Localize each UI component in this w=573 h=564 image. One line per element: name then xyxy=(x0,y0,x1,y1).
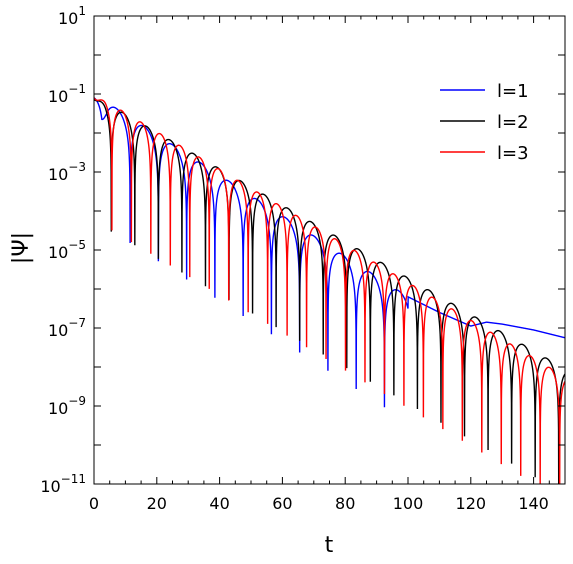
series-line-l3 xyxy=(94,97,565,484)
y-tick-label: 10−1 xyxy=(48,82,86,106)
x-tick-label: 100 xyxy=(393,494,424,513)
chart-axes: 0 20 40 60 80 100 120 140 101 10−1 10−3 10−5 10−7 10−… xyxy=(40,4,566,513)
plot-frame xyxy=(93,15,566,485)
x-tick-label: 120 xyxy=(456,494,487,513)
x-tick-label: 40 xyxy=(209,494,229,513)
x-tick-label: 20 xyxy=(147,494,167,513)
x-axis-label: t xyxy=(325,533,334,558)
y-tick-label: 10−3 xyxy=(48,160,86,184)
series-line-l2 xyxy=(94,99,565,484)
y-tick-label: 10−5 xyxy=(48,238,86,262)
x-tick-label: 60 xyxy=(272,494,292,513)
y-tick-label: 10−7 xyxy=(48,316,86,340)
legend: l=1 l=2 l=3 xyxy=(440,81,529,164)
series-line-l1 xyxy=(94,97,565,408)
legend-label-l1: l=1 xyxy=(497,81,529,102)
y-tick-label: 10−11 xyxy=(40,472,86,496)
chart-curves xyxy=(94,97,565,484)
legend-label-l2: l=2 xyxy=(497,112,529,133)
y-tick-label: 10−9 xyxy=(48,394,86,418)
x-tick-label: 140 xyxy=(518,494,549,513)
x-tick-label: 80 xyxy=(335,494,355,513)
y-tick-label: 101 xyxy=(58,4,86,28)
x-tick-label: 0 xyxy=(89,494,99,513)
y-axis-label: |Ψ| xyxy=(9,232,34,264)
legend-label-l3: l=3 xyxy=(497,143,529,164)
